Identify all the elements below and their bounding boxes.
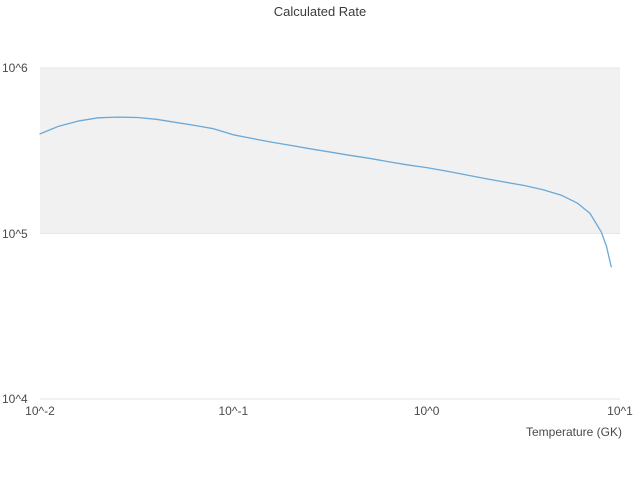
x-tick-label: 10^-2 <box>25 404 55 418</box>
rate-line <box>39 116 612 268</box>
x-tick-label: 10^-1 <box>218 404 249 418</box>
y-tick-label: 10^4 <box>2 392 28 406</box>
x-axis-label: Temperature (GK) <box>525 425 622 439</box>
highlight-band <box>40 68 620 234</box>
chart-title: Calculated Rate <box>273 4 367 19</box>
y-tick-label: 10^6 <box>2 61 28 75</box>
y-tick-label: 10^5 <box>2 226 28 241</box>
x-tick-label: 10^1 <box>607 404 633 418</box>
x-tick-label: 10^0 <box>413 404 440 418</box>
